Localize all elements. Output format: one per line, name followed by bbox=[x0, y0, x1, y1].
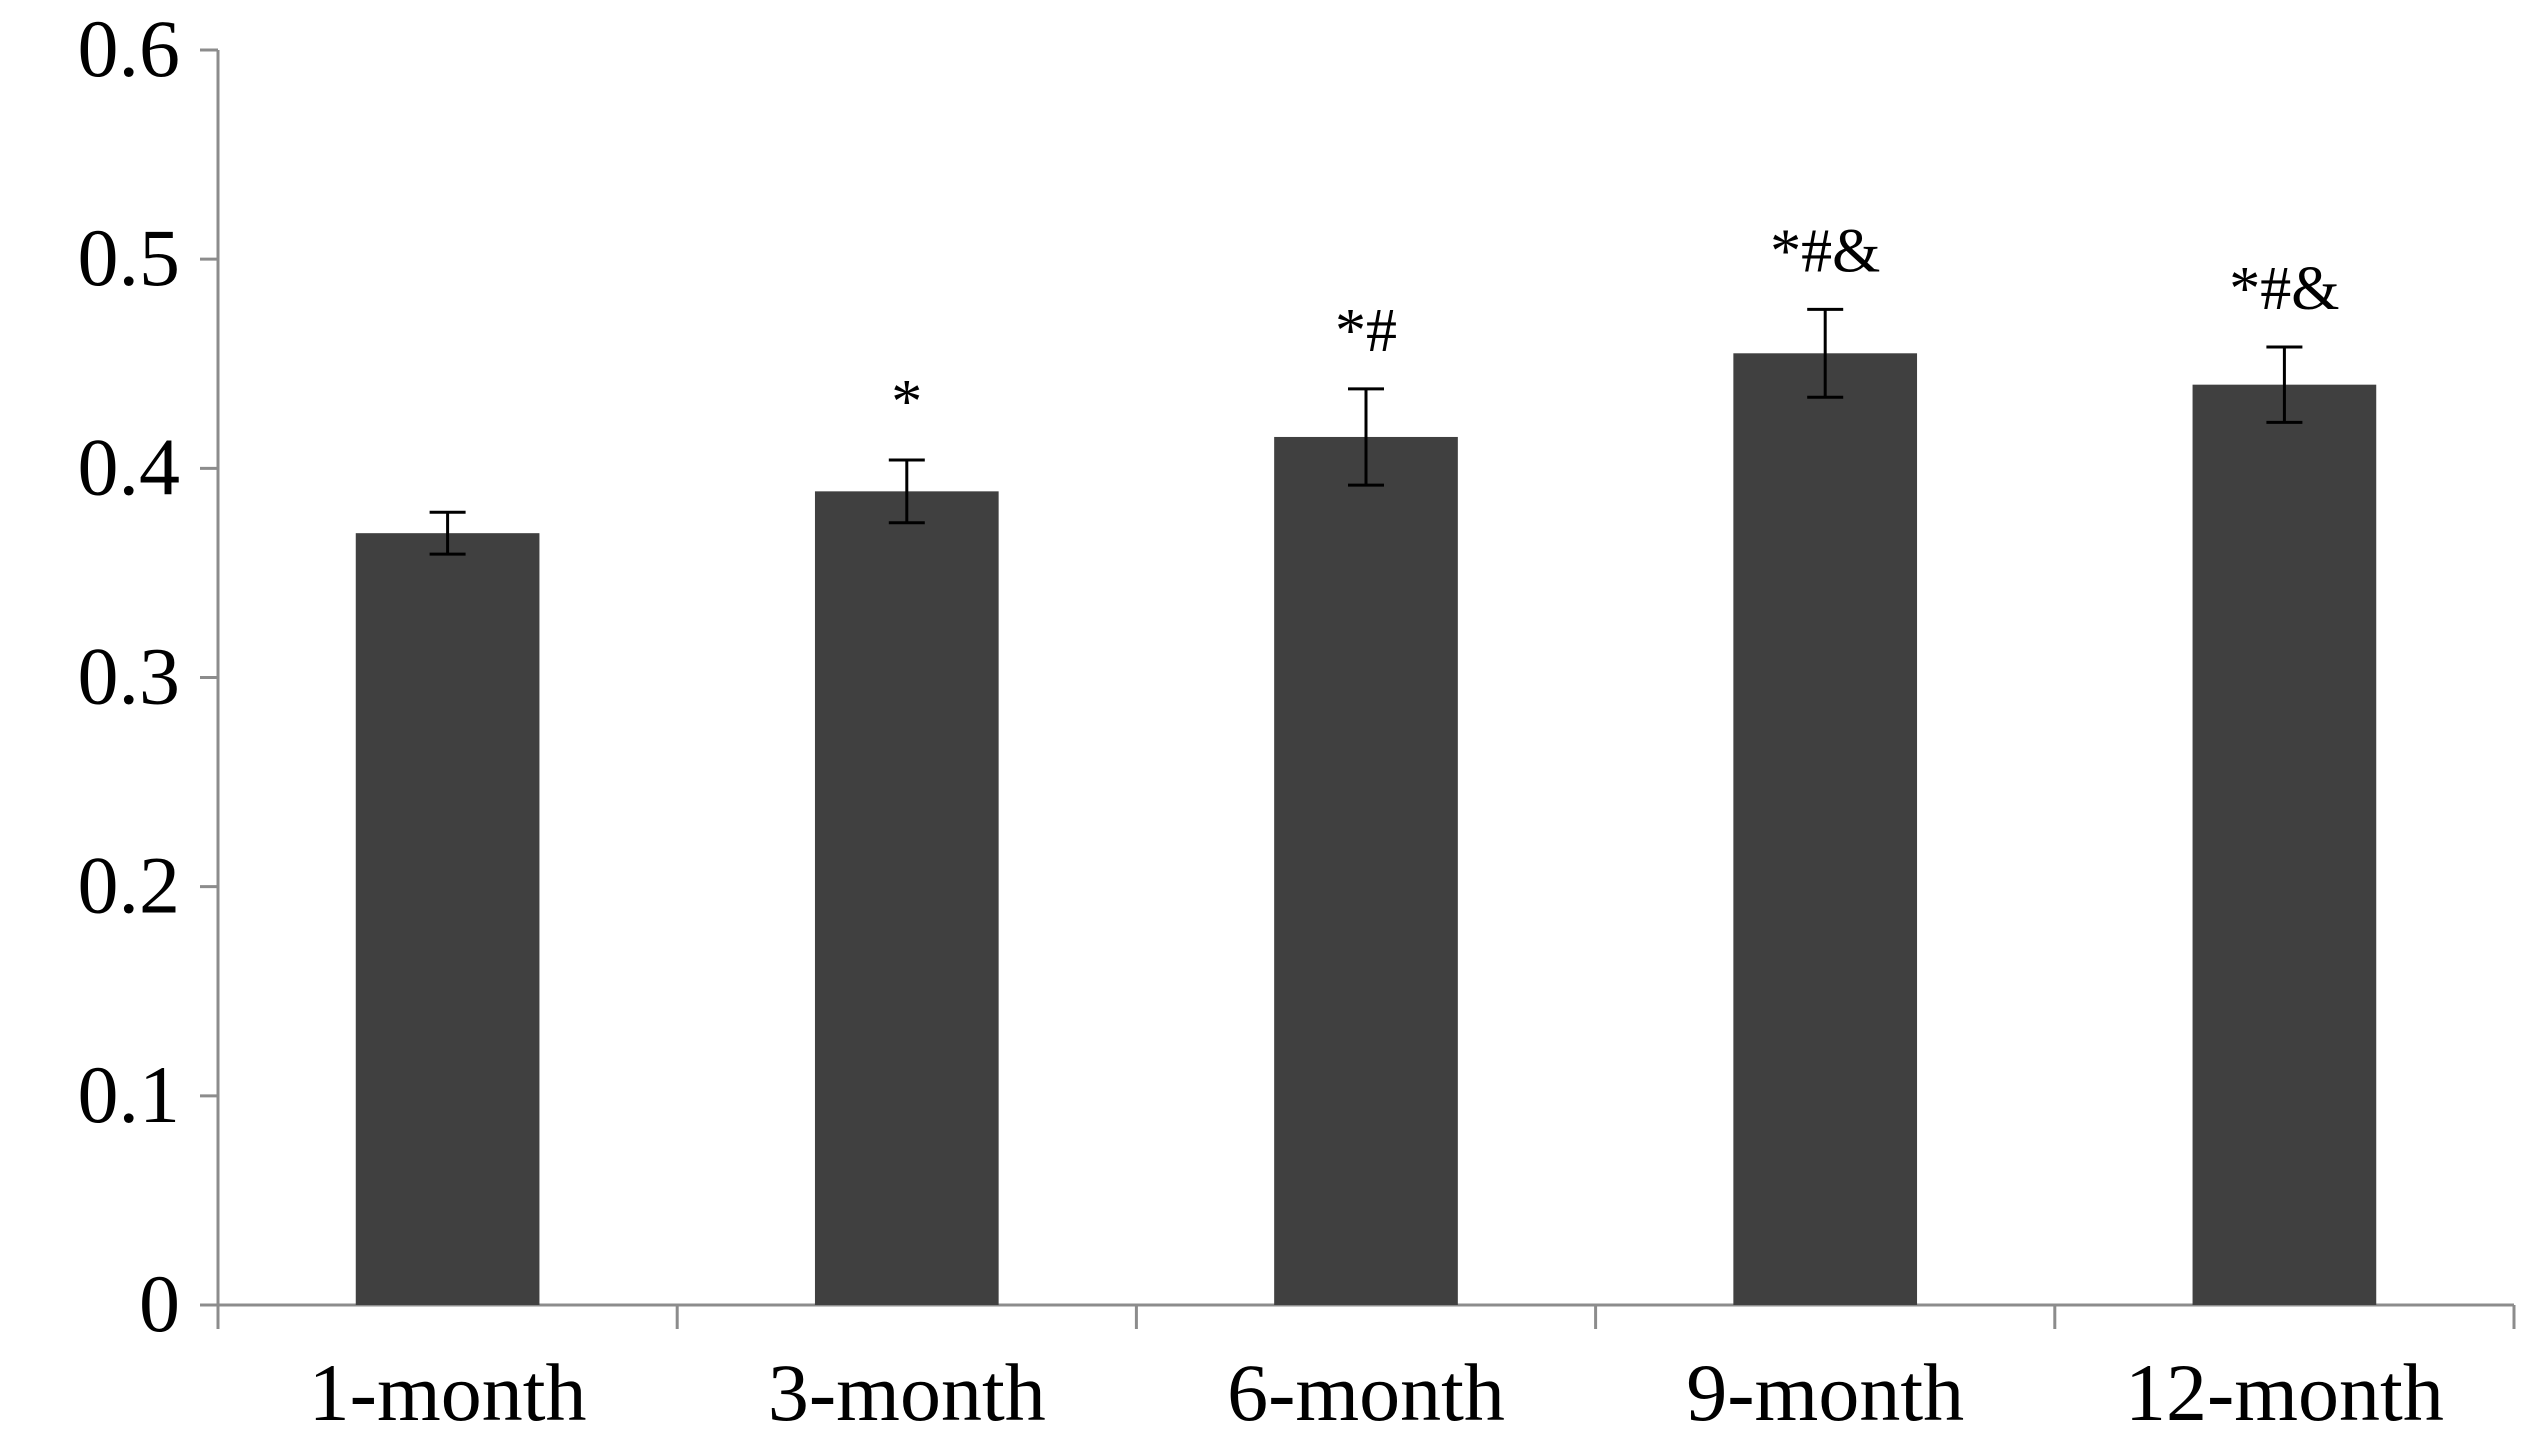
significance-label: *# bbox=[1335, 297, 1397, 365]
y-tick-label: 0 bbox=[139, 1258, 180, 1349]
significance-annotations: * *# *#& *#& bbox=[891, 217, 2339, 436]
bar-1-month bbox=[355, 533, 540, 1305]
significance-label: *#& bbox=[1770, 217, 1880, 285]
bar-6-month bbox=[1274, 436, 1458, 1305]
y-tick-label: 0.2 bbox=[78, 840, 181, 931]
bar-9-month bbox=[1733, 353, 1918, 1306]
significance-label: *#& bbox=[2229, 255, 2339, 323]
x-tick-label: 9-month bbox=[1686, 1347, 1964, 1438]
bars bbox=[355, 353, 2377, 1306]
x-tick-label: 12-month bbox=[2125, 1347, 2444, 1438]
significance-label: * bbox=[891, 368, 922, 436]
y-tick-label: 0.5 bbox=[78, 212, 181, 303]
error-bars bbox=[429, 307, 2303, 556]
y-tick-label: 0.6 bbox=[78, 3, 181, 94]
x-tick-label: 1-month bbox=[309, 1347, 587, 1438]
x-tick-label: 3-month bbox=[768, 1347, 1046, 1438]
bar-3-month bbox=[814, 491, 999, 1305]
x-axis: 1-month 3-month 6-month 9-month 12-month bbox=[216, 1303, 2516, 1438]
y-tick-label: 0.1 bbox=[78, 1049, 181, 1140]
y-axis: 0 0.1 0.2 0.3 0.4 0.5 0.6 bbox=[78, 3, 220, 1349]
y-tick-label: 0.4 bbox=[78, 421, 181, 512]
bar-12-month bbox=[2192, 384, 2377, 1306]
x-tick-label: 6-month bbox=[1227, 1347, 1505, 1438]
y-tick-label: 0.3 bbox=[78, 631, 181, 722]
